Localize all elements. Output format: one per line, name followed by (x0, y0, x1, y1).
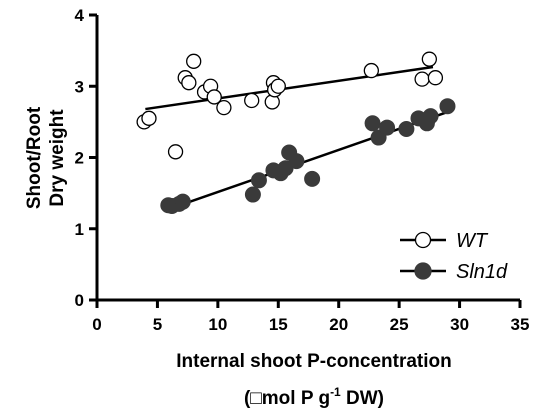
y-tick-label: 1 (75, 220, 84, 239)
data-point-filled (439, 98, 456, 115)
x-axis-title: Internal shoot P-concentration (176, 351, 452, 372)
x-tick-label: 10 (208, 315, 227, 334)
y-axis-title-line1: Shoot/Root (24, 106, 45, 209)
legend-item-sln1d: Sln1d (400, 261, 508, 283)
x-tick-label: 0 (92, 315, 101, 334)
data-point-open (167, 144, 184, 160)
x-axis-unit-superscript: -1 (330, 385, 341, 399)
x-tick-label: 15 (269, 315, 288, 334)
x-axis-unit-prefix: (□mol P g (244, 388, 330, 409)
data-point-open (186, 53, 202, 69)
legend-label: Sln1d (456, 261, 508, 283)
data-point-filled (174, 193, 191, 210)
data-point-filled (244, 186, 261, 203)
trend-line-wt (145, 65, 434, 111)
y-tick-label: 0 (75, 291, 84, 310)
x-tick-label: 35 (511, 315, 530, 334)
data-point-open (421, 51, 438, 67)
x-axis-unit-suffix: DW) (341, 388, 384, 409)
data-point-filled (364, 115, 381, 132)
x-tick-label: 25 (390, 315, 409, 334)
data-point-open (141, 110, 157, 126)
series-sln1d (160, 98, 456, 214)
data-point-filled (304, 170, 321, 187)
x-tick-label: 5 (153, 315, 162, 334)
data-point-open (363, 62, 379, 79)
y-tick-label: 2 (75, 149, 84, 168)
data-point-filled (288, 153, 305, 170)
x-tick-label: 30 (450, 315, 469, 334)
data-point-open (181, 75, 197, 91)
data-point-open (270, 78, 286, 94)
legend: WT Sln1d (400, 230, 508, 283)
y-axis-title-line2: Dry weight (47, 109, 68, 207)
y-tick-label: 4 (75, 6, 85, 25)
data-point-filled (250, 172, 267, 189)
legend-marker-open (414, 231, 432, 249)
legend-label: WT (456, 230, 489, 252)
series-wt (136, 51, 444, 160)
y-tick-label: 3 (75, 77, 84, 96)
plot-area: 0 5 10 15 20 25 30 35 0 1 2 3 4 WT Sln1d (75, 6, 530, 334)
data-point-filled (398, 121, 415, 137)
data-point-open (427, 70, 444, 86)
data-point-filled (379, 119, 396, 136)
data-point-filled (422, 108, 439, 125)
legend-marker-filled (414, 262, 432, 280)
x-tick-label: 20 (329, 315, 348, 334)
data-point-open (216, 99, 232, 116)
data-point-open (414, 71, 430, 87)
data-point-open (206, 89, 222, 105)
data-point-open (244, 92, 260, 109)
x-axis-unit: (□mol P g-1 DW) (244, 385, 384, 409)
legend-item-wt: WT (400, 230, 489, 252)
